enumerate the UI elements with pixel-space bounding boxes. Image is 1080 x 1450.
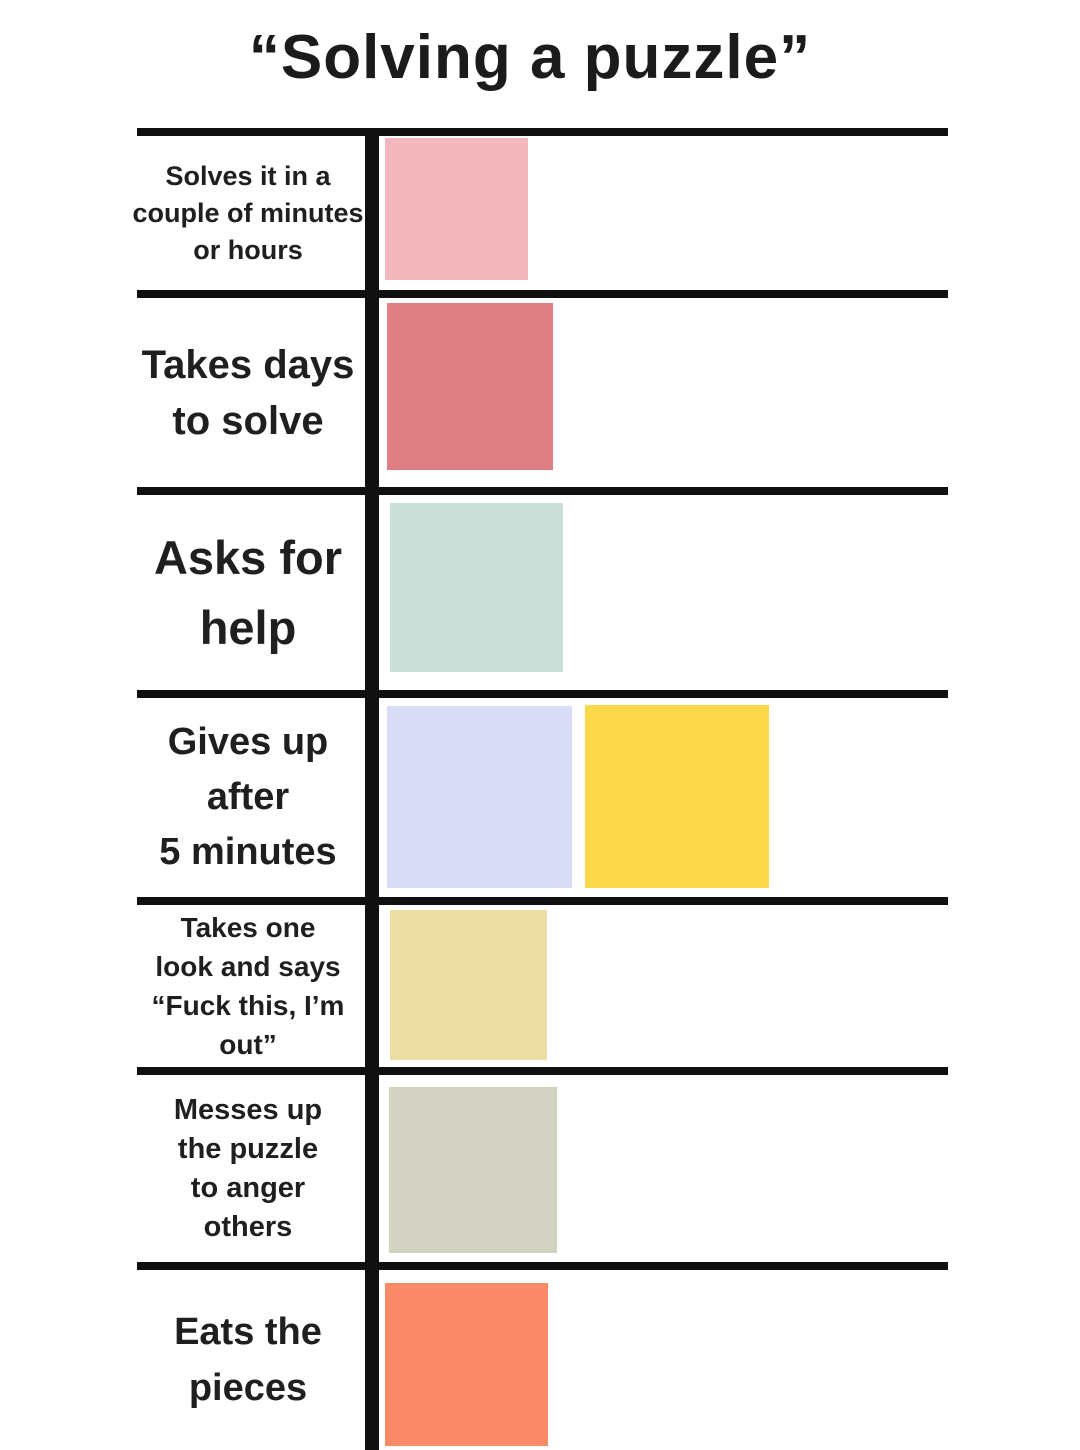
row-label-fuck-this: Takes one look and says “Fuck this, I’m … (128, 905, 368, 1067)
label-line: “Fuck this, I’m (151, 990, 345, 1021)
row-label-solves-in-minutes: Solves it in a couple of minutes or hour… (128, 136, 368, 290)
label-line: Solves it in a (165, 160, 331, 191)
swatch-yellow-square (585, 705, 769, 888)
label-line: or hours (193, 234, 303, 265)
label-line: couple of minutes (132, 197, 364, 228)
swatch-khaki-square (390, 910, 547, 1060)
label-line: after (206, 776, 290, 818)
label-line: pieces (188, 1367, 308, 1409)
row-divider (137, 1067, 948, 1075)
swatch-pink-square (385, 138, 528, 280)
label-line: help (199, 600, 297, 654)
label-line: Gives up (167, 721, 329, 763)
label-line: out” (219, 1029, 277, 1060)
row-divider (137, 690, 948, 698)
row-label-gives-up: Gives up after 5 minutes (128, 698, 368, 897)
row-label-asks-for-help: Asks for help (128, 495, 368, 690)
page-title: “Solving a puzzle” (248, 23, 812, 92)
swatch-salmon-square (385, 1283, 548, 1446)
label-line: look and says (155, 951, 341, 982)
row-divider (137, 897, 948, 905)
label-line: to solve (172, 398, 324, 443)
row-label-eats-pieces: Eats the pieces (128, 1270, 368, 1450)
row-divider (137, 290, 948, 298)
label-line: Messes up (173, 1093, 323, 1126)
row-label-messes-up-puzzle: Messes up the puzzle to anger others (128, 1075, 368, 1262)
label-line: 5 minutes (159, 831, 337, 873)
swatch-lavender-square (387, 706, 572, 888)
label-line: to anger (190, 1171, 306, 1204)
row-label-takes-days: Takes days to solve (128, 298, 368, 487)
row-divider (137, 1262, 948, 1270)
label-line: the puzzle (177, 1132, 319, 1165)
label-line: Asks for (153, 530, 343, 584)
swatch-sage-square (389, 1087, 557, 1253)
label-line: Takes days (141, 342, 355, 387)
label-line: Eats the (174, 1311, 322, 1353)
column-divider (365, 128, 379, 1450)
label-line: others (203, 1210, 293, 1243)
label-line: Takes one (180, 912, 316, 943)
row-divider (137, 487, 948, 495)
swatch-rose-square (387, 303, 553, 470)
row-divider (137, 128, 948, 136)
swatch-mint-square (390, 503, 563, 672)
